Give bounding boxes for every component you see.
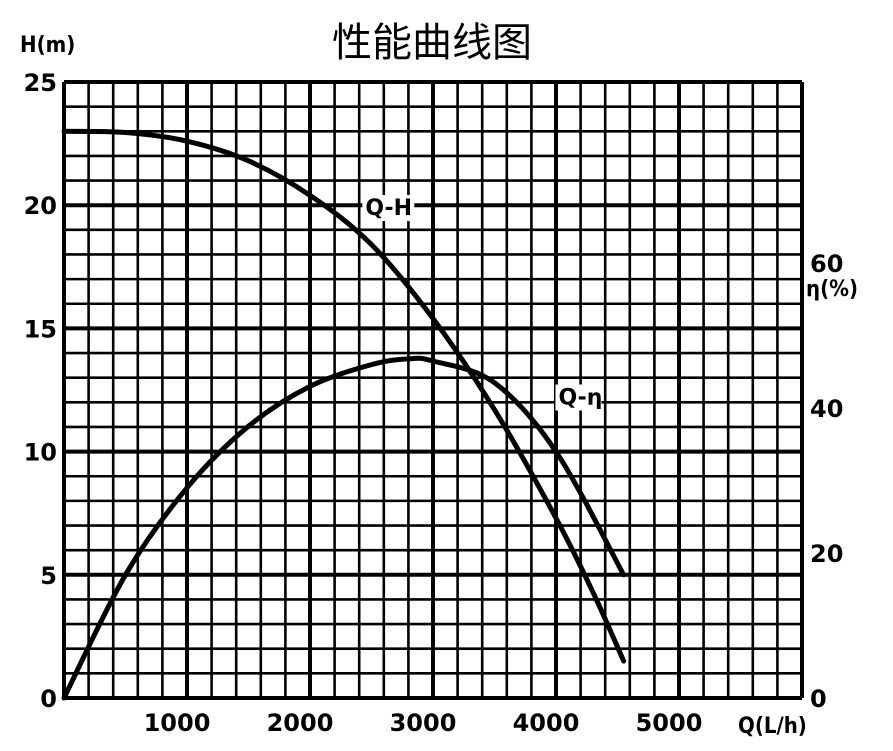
chart-title: 性能曲线图 — [332, 20, 532, 66]
x-tick-label: 3000 — [390, 709, 457, 737]
curve-label-background — [555, 384, 602, 411]
y-left-tick-label: 20 — [24, 192, 57, 220]
tick-labels: 0 5 10 15 20 25 0 20 40 60 1000 2000 3000 4000 5000 — [24, 69, 844, 737]
curve-label-q-eta: Q-η — [558, 385, 602, 410]
y-right-tick-label: 60 — [810, 250, 843, 278]
curve-label-q-h: Q-H — [365, 196, 412, 221]
x-tick-label: 2000 — [267, 709, 334, 737]
x-tick-label: 5000 — [636, 709, 703, 737]
y-right-tick-label: 20 — [810, 540, 843, 568]
y-left-tick-label: 25 — [24, 69, 57, 97]
curve-labels: Q-H Q-η — [362, 195, 602, 411]
x-tick-label: 4000 — [513, 709, 580, 737]
curve-label-background — [362, 195, 415, 222]
y-left-tick-label: 0 — [40, 685, 57, 713]
y-right-tick-label: 40 — [810, 395, 843, 423]
y-right-tick-label: 0 — [810, 685, 827, 713]
right-axis-label: η(%) — [806, 277, 858, 302]
left-axis-label: H(m) — [20, 33, 75, 58]
series-line-q-h — [61, 128, 627, 664]
y-left-tick-label: 5 — [40, 562, 57, 590]
series-line-q-eta — [61, 355, 627, 701]
y-left-tick-label: 15 — [24, 315, 57, 343]
x-axis-label: Q(L/h) — [738, 714, 807, 739]
series — [61, 128, 627, 701]
x-tick-label: 1000 — [144, 709, 211, 737]
y-left-tick-label: 10 — [24, 439, 57, 467]
grid — [62, 80, 804, 700]
